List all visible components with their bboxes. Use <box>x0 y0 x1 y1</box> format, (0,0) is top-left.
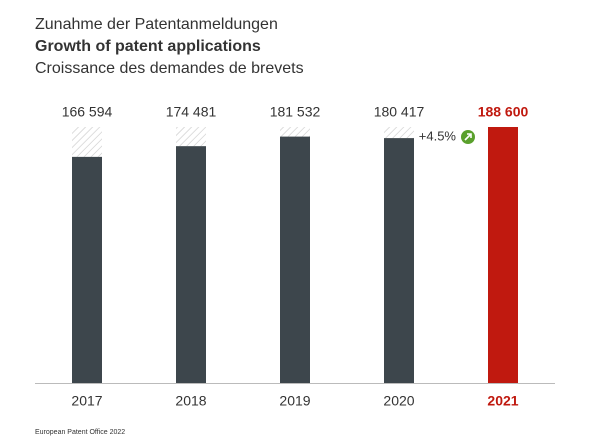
subtitle-fr: Croissance des demandes de brevets <box>35 60 304 77</box>
source: European Patent Office 2022 <box>35 429 125 436</box>
chart: Zunahme der Patentanmeldungen Growth of … <box>0 0 590 443</box>
value-label: 181 532 <box>270 104 321 120</box>
bar <box>488 127 518 383</box>
hatch-area <box>176 127 206 146</box>
hatch-area <box>384 127 414 138</box>
bar <box>72 157 102 383</box>
hatch-area <box>72 127 102 157</box>
bar <box>384 138 414 383</box>
title: Zunahme der Patentanmeldungen <box>35 16 278 33</box>
x-tick-label: 2019 <box>279 393 310 409</box>
bar <box>176 146 206 383</box>
value-label: 188 600 <box>478 104 529 120</box>
x-tick-label: 2018 <box>175 393 206 409</box>
x-tick-label: 2017 <box>71 393 102 409</box>
value-label: 180 417 <box>374 104 425 120</box>
bar <box>280 137 310 383</box>
annotation: +4.5% <box>419 128 457 143</box>
hatch-area <box>280 127 310 137</box>
value-label: 174 481 <box>166 104 217 120</box>
value-label: 166 594 <box>62 104 113 120</box>
subtitle: Growth of patent applications <box>35 38 261 55</box>
x-tick-label: 2020 <box>383 393 414 409</box>
x-tick-label: 2021 <box>487 393 518 409</box>
